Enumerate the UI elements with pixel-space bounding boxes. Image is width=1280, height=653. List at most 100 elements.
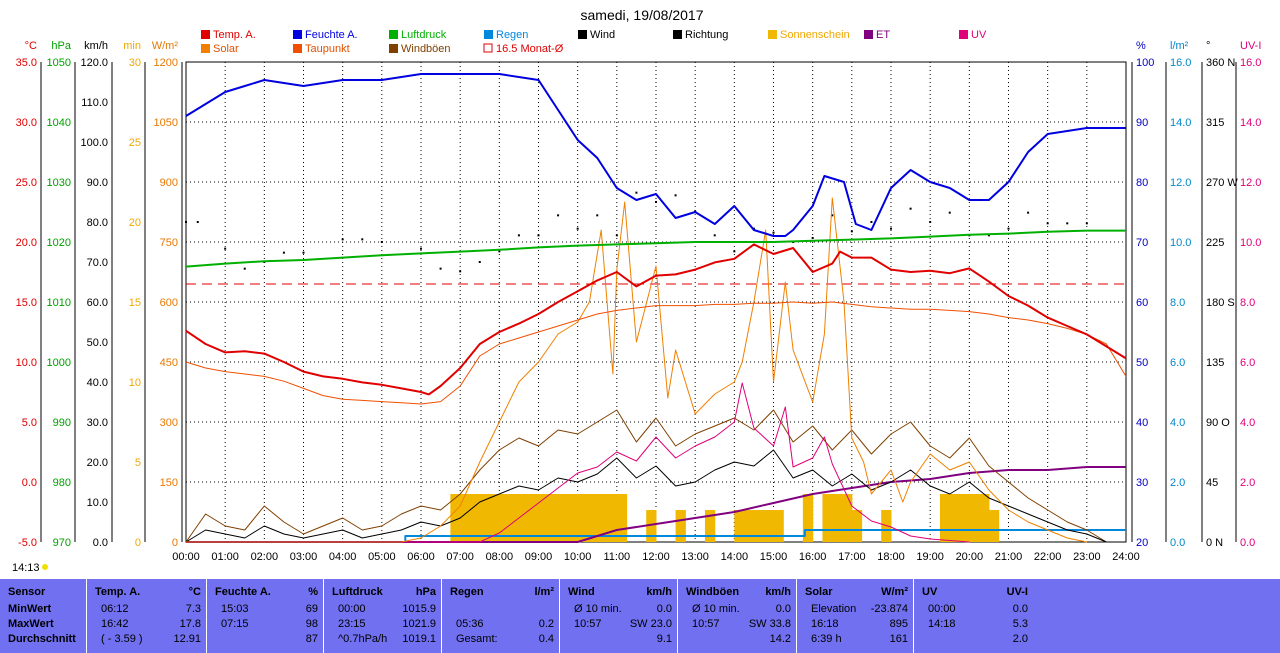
stats-cell-value: 0.0 [775,603,791,615]
y-axis-unit-label: ° [1206,40,1210,52]
stats-cell-time: 07:15 [221,618,249,630]
stats-column-header: Sensor [8,586,46,598]
legend-label: 16.5 Monat-Ø [496,43,564,55]
legend-swatch [768,30,777,39]
wind-direction-point [1085,222,1088,225]
y-tick-label: 90.0 [87,177,108,189]
y-tick-label: 4.0 [1240,417,1255,429]
y-tick-label: 0 N [1206,537,1223,549]
series-layer [185,73,1127,543]
sunshine-bar [469,494,481,542]
y-tick-label: 8.0 [1170,297,1185,309]
chart-title: samedi, 19/08/2017 [581,7,704,23]
stats-cell-value: 0.2 [538,618,554,630]
stats-column-header: Temp. A. [95,586,141,598]
y-tick-label: 50 [1136,357,1148,369]
x-tick-label: 07:00 [446,551,474,563]
stats-column-unit: l/m² [534,586,554,598]
stats-column: Windböen km/h Ø 10 min. 0.0 10:57 SW 33.8 14.2 [677,579,797,653]
y-tick-label: 450 [160,357,178,369]
sunshine-bar [558,494,569,542]
stats-cell-value: SW 23.0 [629,618,672,630]
y-tick-label: 0 [135,537,141,549]
y-tick-label: 315 [1206,117,1224,129]
stats-cell-value: 17.8 [179,618,201,630]
y-tick-label: 600 [160,297,178,309]
stats-cell-time: 15:03 [221,603,249,615]
y-tick-label: 16.0 [1240,57,1261,69]
legend-swatch [293,44,302,53]
wind-direction-point [909,207,912,210]
x-tick-label: 17:00 [838,551,866,563]
sunshine-bar [704,510,716,542]
x-tick-label: 06:00 [407,551,435,563]
sunshine-bar [616,494,628,542]
legend-swatch [959,30,968,39]
wind-direction-point [517,234,520,237]
y-tick-label: 6.0 [1240,357,1255,369]
legend-swatch [201,30,210,39]
y-tick-label: 0 [172,537,178,549]
wind-direction-point [224,247,227,250]
series-line-luftdruck [185,229,1126,268]
stats-column-unit: km/h [765,586,791,598]
sunshine-bar [509,494,520,542]
wind-direction-point [420,247,422,250]
wind-direction-point [596,214,599,217]
legend-label: UV [971,29,987,41]
wind-direction-point [890,227,892,230]
sunshine-bar [646,510,657,542]
legend-label: ET [876,29,890,41]
stats-cell-time: ^0.7hPa/h [338,633,388,645]
y-tick-label: 35.0 [16,57,37,69]
stats-cell-value: 1021.9 [402,618,436,630]
y-tick-label: 70 [1136,237,1148,249]
y-tick-label: 5 [135,457,141,469]
x-tick-label: 02:00 [251,551,279,563]
y-tick-label: 180 S [1206,297,1235,309]
y-tick-label: 25 [129,137,141,149]
stats-column: Feuchte A.% 15:03 69 07:15 98 87 [206,579,324,653]
y-tick-label: 12.0 [1240,177,1261,189]
stats-cell-time: 10:57 [692,618,720,630]
legend-label: Temp. A. [213,29,256,41]
sunshine-bar [939,494,951,542]
sunshine-bar [763,510,774,542]
stats-cell-time: 05:36 [456,618,484,630]
y-tick-label: 970 [53,537,71,549]
y-tick-label: 40 [1136,417,1148,429]
stats-cell-time: 16:42 [101,618,129,630]
y-tick-label: 0.0 [22,477,37,489]
wind-direction-point [478,261,481,263]
y-tick-label: 990 [53,417,71,429]
y-tick-label: 900 [160,177,178,189]
wind-direction-point [850,230,853,233]
stats-column-header: Solar [805,586,833,598]
stats-cell-time: 06:12 [101,603,129,615]
y-axis-unit-label: hPa [51,40,71,52]
y-tick-label: 20 [129,217,141,229]
wind-direction-point [243,267,246,270]
sunshine-bar [959,494,970,542]
y-tick-label: 0.0 [1240,537,1255,549]
legend-label: Feuchte A. [305,29,358,41]
stats-cell-value: 0.0 [656,603,672,615]
wind-direction-point [948,211,951,214]
y-axis-unit-label: min [123,40,141,52]
wind-direction-point [537,234,540,237]
stats-cell-time: 00:00 [928,603,956,615]
y-tick-label: 135 [1206,357,1224,369]
x-tick-label: 08:00 [486,551,514,563]
series-line-windböen [185,409,1107,543]
y-tick-label: 1050 [154,117,178,129]
axes: °C 35.0 30.0 25.0 20.0 15.0 10.0 5.0 0.0 -5.0 hPa 1… [16,40,1262,549]
stats-cell-value: SW 33.8 [748,618,791,630]
stats-column-header: Feuchte A. [215,586,271,598]
y-tick-label: -5.0 [18,537,37,549]
wind-direction-point [987,234,990,237]
sunshine-bar [597,494,608,542]
sunshine-bar [842,494,853,542]
wind-direction-point [870,221,873,223]
legend-label: Sonnenschein [780,29,850,41]
legend-label: Solar [213,43,239,55]
